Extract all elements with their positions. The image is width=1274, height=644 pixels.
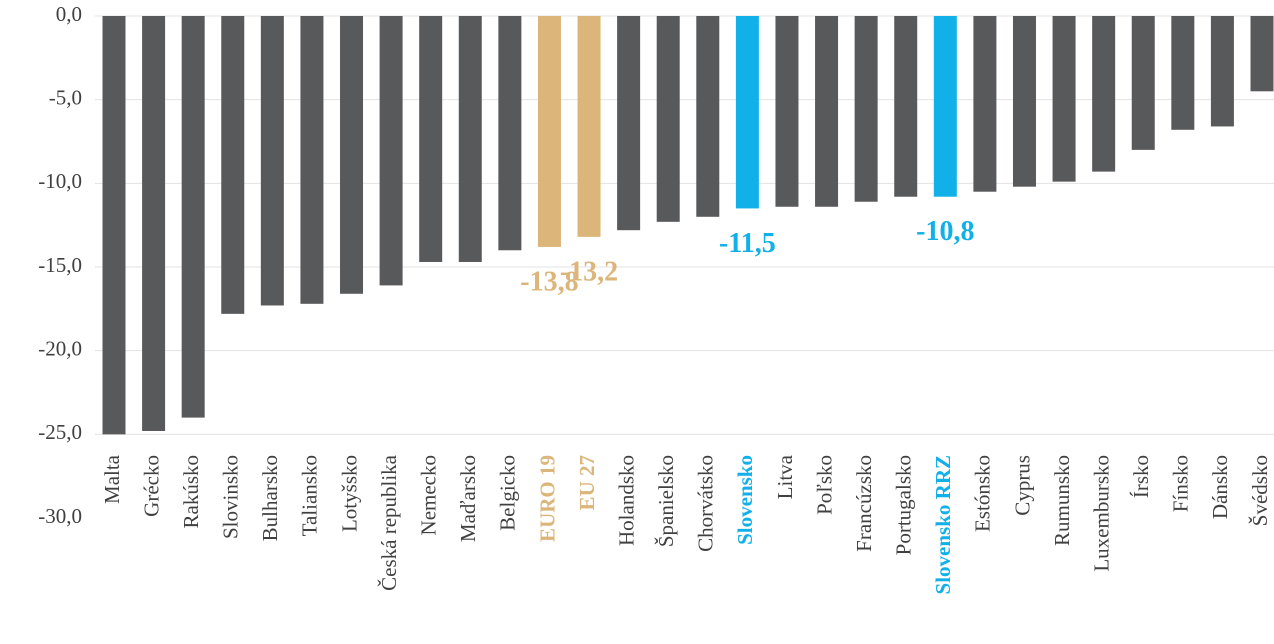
data-label: -11,5 xyxy=(719,228,776,259)
x-tick-label: Španielsko xyxy=(654,455,678,547)
y-tick-label: -20,0 xyxy=(38,336,82,360)
bar xyxy=(1092,16,1116,172)
bar xyxy=(1171,16,1195,130)
x-tick-label: Slovensko RRZ xyxy=(931,455,955,594)
bar xyxy=(577,16,601,237)
bar xyxy=(854,16,878,202)
x-tick-label: Cyprus xyxy=(1010,455,1034,516)
x-tick-label: Grécko xyxy=(139,455,163,517)
x-tick-label: Lotyšsko xyxy=(337,455,361,532)
x-tick-label: Česká republika xyxy=(377,454,401,591)
bar xyxy=(1210,16,1234,127)
bar xyxy=(815,16,839,207)
bar xyxy=(656,16,680,222)
bar xyxy=(617,16,641,231)
bar xyxy=(498,16,522,251)
data-label: -13,8 xyxy=(520,266,578,297)
bar xyxy=(1131,16,1155,150)
x-tick-label: Francúzsko xyxy=(852,455,876,552)
x-tick-label: Portugalsko xyxy=(892,455,916,555)
x-tick-label: Írsko xyxy=(1129,455,1153,498)
bar xyxy=(102,16,126,435)
x-tick-label: Chorvátsko xyxy=(694,455,718,552)
bar xyxy=(933,16,957,197)
bar xyxy=(458,16,482,262)
x-tick-label: Belgicko xyxy=(496,455,520,531)
x-tick-label: Malta xyxy=(100,454,124,504)
x-tick-label: EURO 19 xyxy=(535,455,559,542)
y-tick-label: -25,0 xyxy=(38,420,82,444)
y-tick-label: -30,0 xyxy=(38,504,82,528)
bar xyxy=(260,16,284,306)
x-tick-label: EU 27 xyxy=(575,455,599,510)
bar xyxy=(340,16,364,294)
x-tick-label: Nemecko xyxy=(417,455,441,535)
bar xyxy=(1052,16,1076,182)
x-tick-label: Rakúsko xyxy=(179,455,203,529)
bar xyxy=(894,16,918,197)
y-tick-label: -15,0 xyxy=(38,253,82,277)
bar xyxy=(379,16,403,286)
bar xyxy=(1012,16,1036,187)
x-tick-label: Dánsko xyxy=(1208,455,1232,519)
x-tick-label: Bulharsko xyxy=(258,455,282,541)
x-tick-label: Slovensko xyxy=(733,455,757,545)
x-tick-label: Slovinsko xyxy=(219,455,243,539)
bar xyxy=(300,16,324,304)
x-tick-label: Estónsko xyxy=(971,455,995,532)
bar xyxy=(221,16,245,314)
x-tick-label: Fínsko xyxy=(1169,455,1193,512)
x-tick-label: Rumunsko xyxy=(1050,455,1074,546)
x-tick-label: Švédsko xyxy=(1248,455,1272,526)
x-tick-label: Holandsko xyxy=(614,455,638,546)
bar xyxy=(735,16,759,209)
bar xyxy=(537,16,561,247)
bar xyxy=(696,16,720,217)
data-label: -13,2 xyxy=(560,256,618,287)
bar xyxy=(419,16,443,262)
bar xyxy=(1250,16,1274,92)
x-tick-label: Taliansko xyxy=(298,455,322,536)
y-tick-label: 0,0 xyxy=(56,2,82,26)
x-tick-label: Maďarsko xyxy=(456,455,480,542)
y-tick-label: -10,0 xyxy=(38,169,82,193)
y-tick-label: -5,0 xyxy=(49,85,82,109)
data-label: -10,8 xyxy=(916,216,974,247)
x-tick-label: Poľsko xyxy=(812,455,836,515)
x-tick-label: Litva xyxy=(773,454,797,499)
bar xyxy=(142,16,166,431)
bar xyxy=(973,16,997,192)
bar xyxy=(775,16,799,207)
bar xyxy=(181,16,205,418)
x-tick-label: Luxembursko xyxy=(1089,455,1113,572)
